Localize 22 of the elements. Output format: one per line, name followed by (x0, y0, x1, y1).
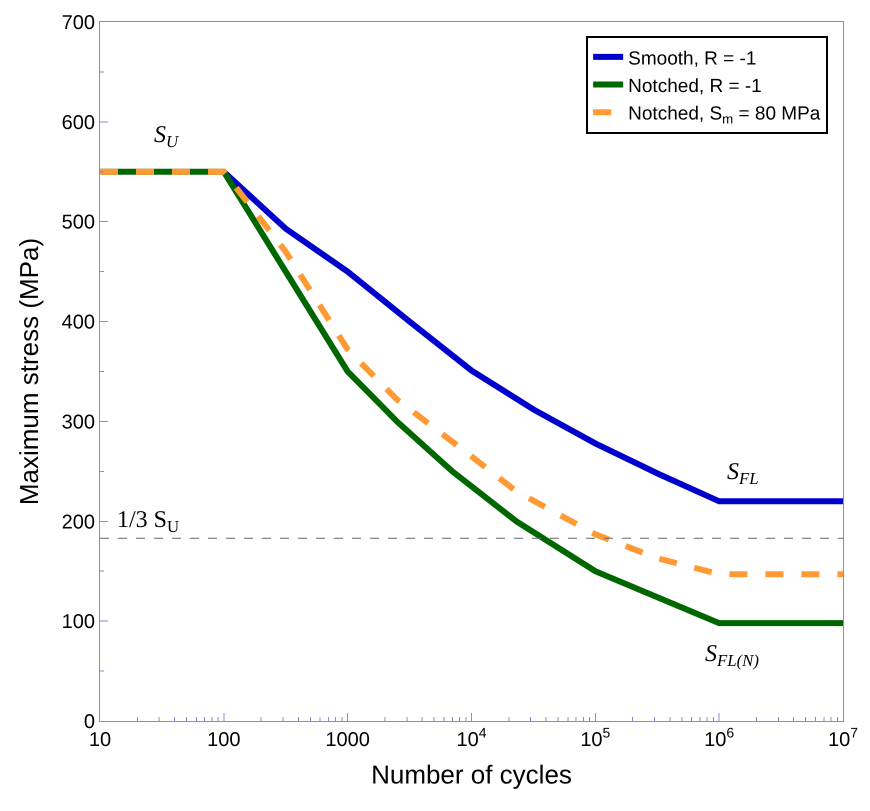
y-tick-label: 400 (62, 312, 95, 334)
ref-line-label: 1/3 S$_{U}$ (117, 507, 180, 536)
x-tick-label: 100 (207, 729, 241, 751)
y-tick-label: 300 (62, 411, 95, 434)
y-tick-label: 100 (62, 611, 95, 634)
legend-label: Notched, R = -1 (628, 76, 762, 97)
legend-label: Notched, S$_{m}$ = 80 MPa (628, 104, 821, 127)
x-tick-label: 10$^{7}$ (828, 724, 858, 751)
x-axis-title: Number of cycles (371, 760, 572, 790)
x-tick-label: 10$^{4}$ (456, 724, 487, 751)
y-axis-title: Maximum stress (MPa) (14, 238, 44, 506)
x-tick-label: 10$^{5}$ (580, 724, 611, 751)
x-tick-label: 10$^{6}$ (704, 724, 734, 751)
legend-label: Smooth, R = -1 (628, 48, 756, 70)
x-tick-label: 1000 (325, 729, 370, 751)
annotation: S$_{U}$ (154, 122, 180, 152)
annotation: S$_{FL}$ (727, 459, 759, 488)
y-tick-label: 700 (62, 12, 95, 34)
y-tick-label: 500 (62, 212, 95, 234)
annotation: S$_{FL(N)}$ (705, 641, 760, 670)
y-tick-label: 200 (62, 511, 95, 534)
y-tick-label: 600 (62, 112, 95, 134)
